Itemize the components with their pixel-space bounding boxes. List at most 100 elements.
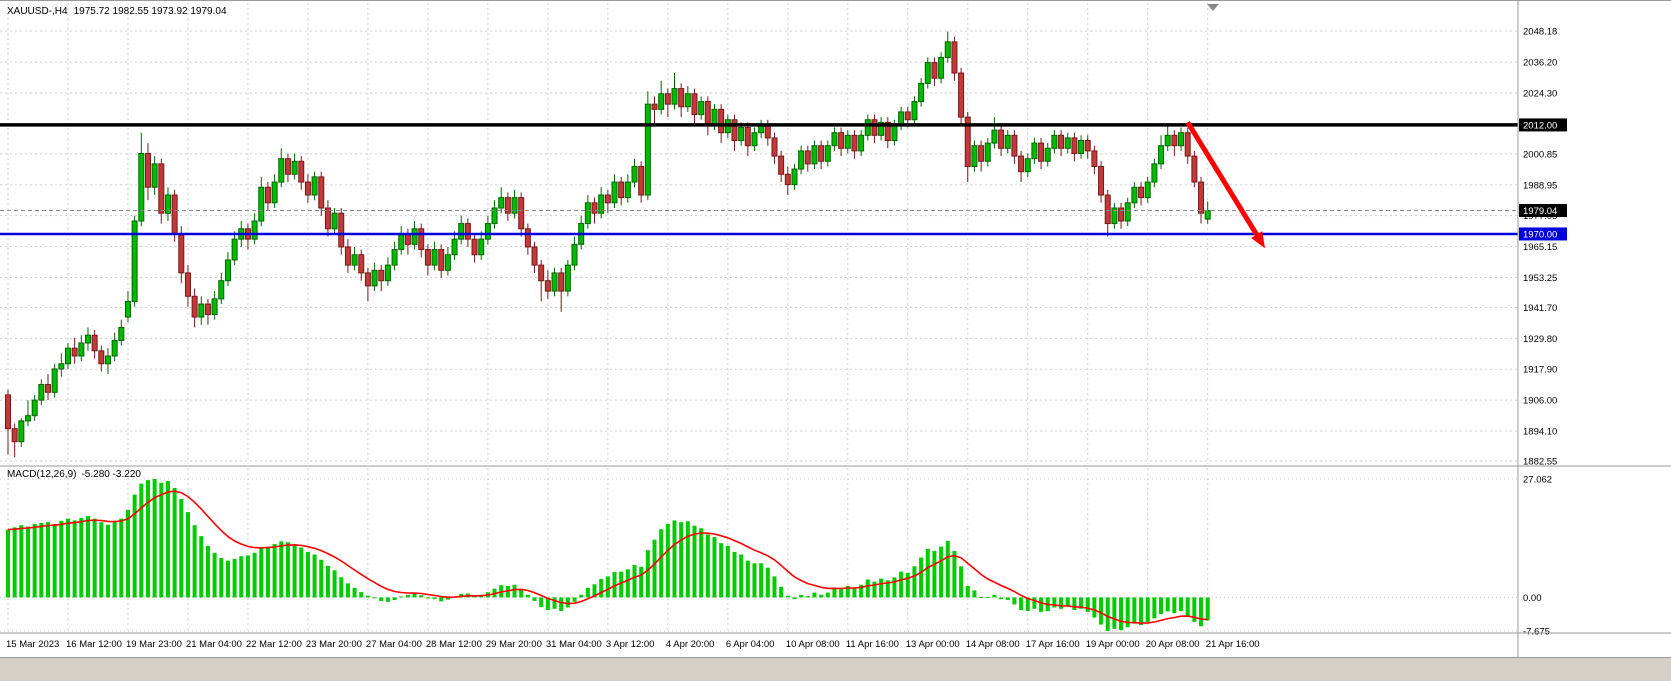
candle bbox=[1018, 150, 1025, 183]
candle-body bbox=[764, 124, 771, 139]
candle-body bbox=[278, 158, 285, 183]
macd-bar bbox=[392, 597, 397, 601]
candle bbox=[524, 223, 531, 255]
candle-body bbox=[1138, 186, 1145, 199]
candle-body bbox=[318, 176, 325, 209]
macd-bar bbox=[192, 525, 197, 598]
candle-body bbox=[38, 384, 45, 401]
macd-bar bbox=[65, 518, 70, 598]
trend-arrow[interactable] bbox=[1185, 121, 1266, 249]
candle-body bbox=[251, 220, 258, 240]
macd-bar bbox=[865, 579, 870, 598]
chart-symbol-period: XAUUSD-,H4 bbox=[7, 6, 68, 17]
candle bbox=[284, 153, 291, 183]
candle-body bbox=[464, 223, 471, 240]
candle bbox=[998, 124, 1005, 157]
candle bbox=[1144, 176, 1151, 203]
time-grid-label: 21 Mar 04:00 bbox=[186, 639, 242, 650]
candle bbox=[118, 319, 125, 346]
candle bbox=[964, 111, 971, 183]
macd-bar bbox=[972, 590, 977, 598]
macd-bar bbox=[692, 525, 697, 598]
candle-body bbox=[531, 246, 538, 266]
candle bbox=[798, 145, 805, 175]
candle-body bbox=[438, 249, 445, 271]
candle-body bbox=[84, 334, 91, 344]
candle-body bbox=[1071, 137, 1078, 154]
candle bbox=[591, 197, 598, 224]
candle bbox=[771, 132, 778, 164]
candle bbox=[1151, 158, 1158, 188]
macd-bar bbox=[325, 565, 330, 598]
macd-bar bbox=[419, 595, 424, 598]
time-grid-label: 6 Apr 04:00 bbox=[726, 639, 775, 650]
macd-bar bbox=[1072, 597, 1077, 611]
candle bbox=[784, 166, 791, 196]
macd-bar bbox=[285, 542, 290, 598]
macd-bar bbox=[605, 576, 610, 598]
macd-bar bbox=[6, 529, 10, 598]
macd-bar bbox=[399, 596, 404, 598]
candle-body bbox=[1011, 134, 1018, 157]
time-axis[interactable] bbox=[0, 633, 1518, 657]
candle-body bbox=[344, 246, 351, 266]
macd-signal-line bbox=[7, 490, 1208, 624]
candle-body bbox=[564, 264, 571, 292]
time-grid-label: 23 Mar 20:00 bbox=[306, 639, 362, 650]
candle-body bbox=[1178, 132, 1185, 147]
candle-body bbox=[138, 152, 145, 222]
candle bbox=[971, 140, 978, 172]
candle bbox=[1198, 176, 1205, 224]
macd-bar bbox=[625, 569, 630, 598]
macd-bar bbox=[305, 551, 310, 598]
candle-body bbox=[818, 145, 825, 162]
candle-body bbox=[638, 165, 645, 196]
candle bbox=[571, 236, 578, 271]
candle-body bbox=[998, 129, 1005, 149]
candle-body bbox=[304, 181, 311, 196]
candle bbox=[424, 244, 431, 276]
candle bbox=[324, 200, 331, 237]
candle bbox=[458, 215, 465, 245]
candle bbox=[1091, 145, 1098, 175]
time-grid-label: 19 Apr 00:00 bbox=[1086, 639, 1140, 650]
candle bbox=[1131, 182, 1138, 209]
candle bbox=[864, 114, 871, 141]
candle-body bbox=[924, 62, 931, 84]
candle bbox=[438, 244, 445, 279]
price-axis[interactable] bbox=[1518, 1, 1671, 657]
candle bbox=[658, 80, 665, 115]
candle bbox=[18, 418, 25, 447]
macd-bar bbox=[759, 563, 764, 598]
time-grid-label: 27 Mar 04:00 bbox=[366, 639, 422, 650]
candle-body bbox=[398, 233, 405, 251]
macd-bar bbox=[432, 597, 437, 600]
macd-bar bbox=[1199, 597, 1204, 627]
macd-bar bbox=[32, 523, 37, 598]
macd-bar bbox=[359, 592, 364, 598]
macd-bar bbox=[579, 594, 584, 598]
candle-body bbox=[711, 108, 718, 126]
macd-bar bbox=[72, 520, 77, 598]
macd-bar bbox=[12, 527, 17, 598]
candle bbox=[304, 174, 311, 203]
macd-bar bbox=[879, 578, 884, 598]
macd-bar bbox=[412, 593, 417, 598]
candle-body bbox=[798, 150, 805, 170]
candle-body bbox=[864, 119, 871, 136]
macd-bar bbox=[205, 545, 210, 598]
candle-body bbox=[1098, 165, 1105, 196]
macd-bar bbox=[439, 597, 444, 602]
candle bbox=[1064, 132, 1071, 154]
candle bbox=[838, 127, 845, 157]
candle bbox=[791, 163, 798, 190]
macd-bar bbox=[1145, 597, 1150, 622]
macd-bar bbox=[739, 554, 744, 598]
candle-body bbox=[371, 269, 378, 287]
candle bbox=[1038, 137, 1045, 170]
price-grid-label: 1941.70 bbox=[1523, 303, 1557, 314]
candle-body bbox=[171, 194, 178, 235]
macd-bar bbox=[239, 556, 244, 598]
